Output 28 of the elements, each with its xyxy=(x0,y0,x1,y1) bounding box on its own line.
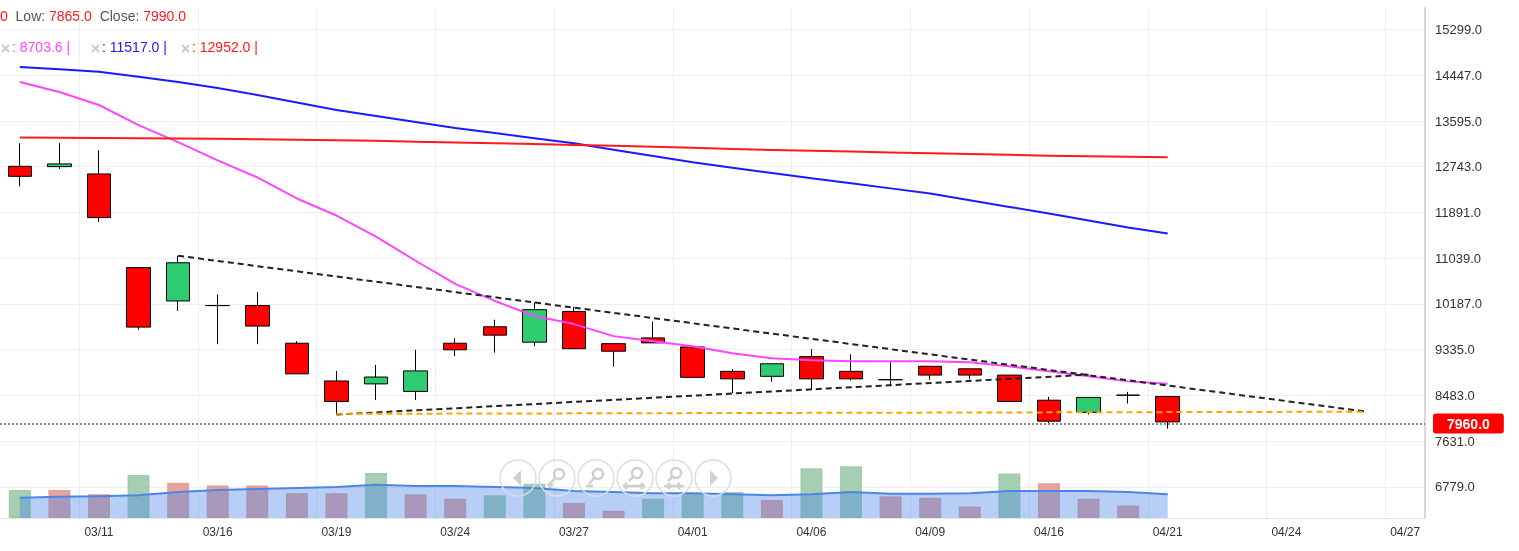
x-tick-label: 03/27 xyxy=(558,525,590,539)
y-tick-label: 6779.0 xyxy=(1435,479,1475,495)
x-tick-label: 04/27 xyxy=(1390,525,1421,539)
y-tick-label: 9335.0 xyxy=(1435,342,1475,358)
y-tick-label: 10187.0 xyxy=(1435,296,1482,312)
annotation: : 12952.0 | xyxy=(192,39,258,55)
x-tick-label: 03/24 xyxy=(440,525,471,539)
y-tick-label: 15299.0 xyxy=(1435,22,1482,38)
x-tick-label: 04/01 xyxy=(677,525,709,539)
y-tick-label: 12743.0 xyxy=(1435,159,1482,175)
x-tick-label: 03/16 xyxy=(202,525,234,539)
x-tick-label: 03/11 xyxy=(84,525,114,539)
y-tick-label: 11039.0 xyxy=(1435,250,1482,266)
x-tick-label: 03/19 xyxy=(321,525,352,539)
x-tick-label: 04/16 xyxy=(1033,525,1065,539)
x-tick-label: 04/09 xyxy=(915,525,946,539)
x-tick-label: 04/24 xyxy=(1271,525,1302,539)
ref-line-label: 7960.0 xyxy=(1447,415,1491,432)
y-tick-label: 11891.0 xyxy=(1435,204,1482,220)
annotation: 0 Low: 7865.0 Close: 7990.0 xyxy=(0,8,187,24)
x-tick-label: 04/21 xyxy=(1152,525,1184,539)
y-tick-label: 7631.0 xyxy=(1435,433,1475,449)
x-tick-label: 04/06 xyxy=(796,525,827,539)
annotation: : 8703.6 | xyxy=(12,39,71,55)
annotation: : 11517.0 | xyxy=(102,39,167,55)
y-tick-label: 8483.0 xyxy=(1435,387,1475,403)
y-tick-label: 14447.0 xyxy=(1435,67,1482,83)
y-tick-label: 13595.0 xyxy=(1435,113,1482,129)
